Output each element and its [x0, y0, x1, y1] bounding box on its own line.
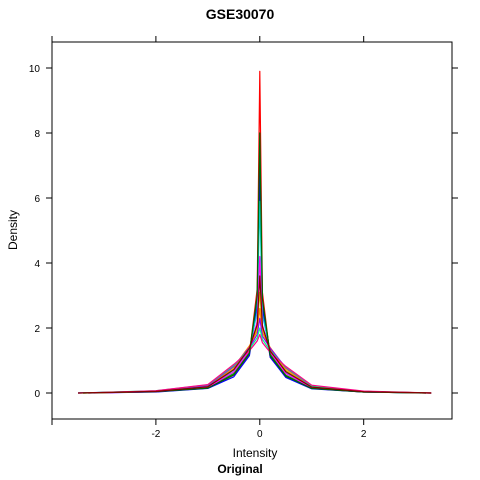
- density-series-line: [83, 327, 432, 394]
- x-axis-label: Intensity: [233, 446, 278, 460]
- chart-title: GSE30070: [206, 6, 275, 22]
- density-series-line: [83, 158, 427, 394]
- x-tick-label: -2: [151, 429, 160, 440]
- series-layer: [77, 70, 432, 394]
- y-tick-label: 4: [34, 259, 40, 270]
- x-tick-label: 0: [257, 429, 263, 440]
- y-tick-label: 8: [34, 129, 40, 140]
- density-series-line: [77, 275, 432, 394]
- y-tick-label: 6: [34, 194, 40, 205]
- chart-subtitle: Original: [217, 462, 262, 476]
- density-series-line: [77, 200, 421, 394]
- density-series-line: [88, 333, 432, 394]
- y-axis-label: Density: [6, 210, 20, 250]
- x-tick-label: 2: [361, 429, 367, 440]
- y-tick-label: 2: [34, 324, 40, 335]
- y-tick-label: 10: [29, 64, 41, 75]
- density-series-line: [83, 132, 427, 394]
- ticks-layer: -2 0 2 0 2 4 6 8 10: [29, 36, 458, 440]
- plot-frame: [51, 41, 453, 420]
- y-tick-label: 0: [34, 389, 40, 400]
